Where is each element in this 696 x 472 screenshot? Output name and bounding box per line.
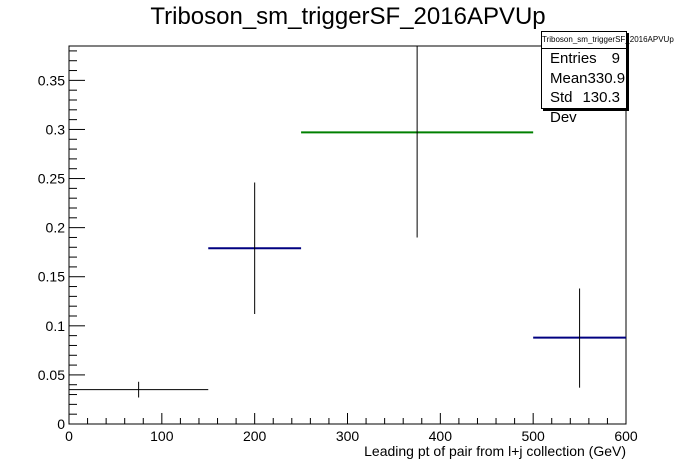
x-axis-label: Leading pt of pair from l+j collection (…	[364, 443, 626, 459]
stats-box: Triboson_sm_triggerSF_2016APVUp Entries …	[541, 31, 674, 126]
y-tick-label: 0	[57, 416, 65, 432]
x-tick-label: 0	[65, 428, 73, 444]
y-tick-label: 0.3	[46, 121, 66, 137]
x-tick-label: 600	[614, 428, 638, 444]
axis-ticks: 0 100 200 300 400 500 600 0 0.05 0.1 0.15 0.2 0.25 0.…	[38, 50, 638, 444]
stats-row-stddev: Std Dev 130.3	[542, 88, 626, 126]
x-tick-label: 500	[521, 428, 545, 444]
y-tick-label: 0.25	[38, 171, 65, 187]
y-tick-label: 0.35	[38, 72, 65, 88]
stats-row-mean: Mean 330.9	[542, 69, 626, 89]
mean-label: Mean	[550, 69, 588, 87]
x-tick-label: 300	[336, 428, 360, 444]
entries-value: 9	[611, 50, 620, 67]
stddev-value: 130.3	[582, 89, 620, 106]
x-tick-label: 200	[243, 428, 267, 444]
entries-label: Entries	[550, 50, 597, 67]
stats-box-title: Triboson_sm_triggerSF_2016APVUp	[542, 32, 674, 49]
stddev-label: Std Dev	[550, 89, 577, 126]
histogram-marks	[69, 46, 626, 398]
chart-title: Triboson_sm_triggerSF_2016APVUp	[150, 3, 546, 30]
mean-value: 330.9	[587, 69, 626, 87]
y-tick-label: 0.15	[38, 269, 65, 285]
x-tick-label: 400	[429, 428, 453, 444]
y-tick-label: 0.1	[46, 318, 66, 334]
y-tick-label: 0.2	[46, 220, 66, 236]
x-tick-label: 100	[150, 428, 174, 444]
stats-row-entries: Entries 9	[542, 49, 626, 69]
y-tick-label: 0.05	[38, 367, 65, 383]
